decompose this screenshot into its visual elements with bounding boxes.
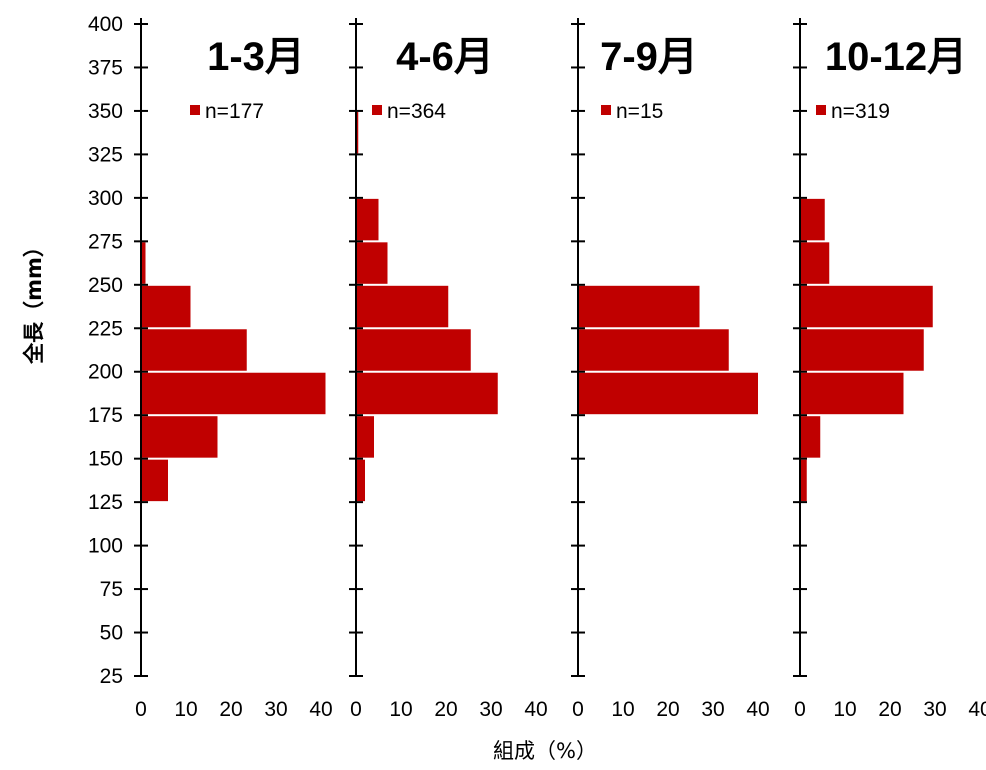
x-tick-label: 30 [701,698,724,721]
x-tick-label: 20 [878,698,901,721]
y-tick-label: 25 [100,665,123,688]
x-tick-label: 10 [833,698,856,721]
legend-marker [190,105,200,115]
x-tick-label: 20 [219,698,242,721]
bar [578,285,700,328]
x-tick-label: 0 [135,698,147,721]
y-tick-label: 400 [88,13,123,36]
y-tick-label: 150 [88,448,123,471]
legend-text: n=15 [616,100,663,123]
y-tick-label: 75 [100,578,123,601]
y-tick-label: 300 [88,187,123,210]
y-tick-labels: 25 50 75 100 125 150 175 200 225 250 275 300 325 350 3… [88,13,123,688]
x-tick-label: 10 [611,698,634,721]
y-tick-label: 375 [88,56,123,79]
bar [141,459,168,502]
panel: 0 10 20 30 40 7-9月 n=15 [571,18,770,721]
y-tick-label: 325 [88,143,123,166]
bar [356,111,359,154]
bar [141,372,326,415]
y-tick-label: 275 [88,230,123,253]
panel-title: 4-6月 [396,35,494,79]
x-tick-label: 30 [264,698,287,721]
y-tick-label: 225 [88,317,123,340]
y-tick-label: 100 [88,535,123,558]
y-axis-title-text: 全長（mm） [22,236,46,365]
x-tick-label: 10 [174,698,197,721]
panel-title: 1-3月 [207,35,305,79]
bar [141,329,247,371]
bar [141,285,191,328]
legend-marker [372,105,382,115]
x-tick-label: 0 [572,698,584,721]
legend-marker [601,105,611,115]
x-tick-label: 0 [794,698,806,721]
y-tick-label: 250 [88,274,123,297]
bar [356,329,471,371]
panel-title: 10-12月 [825,35,967,79]
bar [141,242,146,284]
chart-panels: 0 10 20 30 40 1-3月 n=177 0 10 20 30 40 4-6月 n=364 0 10 2… [134,18,986,721]
y-tick-label: 50 [100,622,123,645]
legend-text: n=364 [387,100,446,123]
panel: 0 10 20 30 40 4-6月 n=364 [349,18,548,721]
y-axis-title: 全長（mm） [22,236,46,365]
bar [800,329,924,371]
panel: 0 10 20 30 40 10-12月 n=319 [793,18,986,721]
x-axis-title: 組成（%） [493,739,597,763]
x-tick-label: 40 [746,698,769,721]
y-tick-label: 125 [88,491,123,514]
x-tick-label: 40 [968,698,986,721]
x-tick-label: 0 [350,698,362,721]
bar [578,329,729,371]
legend-text: n=177 [205,100,264,123]
bar [800,372,904,415]
y-tick-label: 175 [88,404,123,427]
bar [800,242,830,284]
bar [356,198,379,241]
bar [800,198,825,241]
x-tick-label: 20 [434,698,457,721]
y-tick-label: 200 [88,361,123,384]
bar [356,416,374,458]
x-tick-label: 30 [923,698,946,721]
x-tick-label: 30 [479,698,502,721]
bar [141,416,218,458]
bar [800,416,821,458]
legend-text: n=319 [831,100,890,123]
bar [578,372,758,415]
bar [356,459,365,502]
legend-marker [816,105,826,115]
panel: 0 10 20 30 40 1-3月 n=177 [134,18,333,721]
bar [800,285,933,328]
bar [356,285,449,328]
bar [800,459,807,502]
bar [356,242,388,284]
x-tick-label: 40 [309,698,332,721]
x-tick-label: 20 [656,698,679,721]
bar [356,372,498,415]
x-tick-label: 40 [524,698,547,721]
panel-title: 7-9月 [600,35,698,79]
y-tick-label: 350 [88,100,123,123]
x-tick-label: 10 [389,698,412,721]
